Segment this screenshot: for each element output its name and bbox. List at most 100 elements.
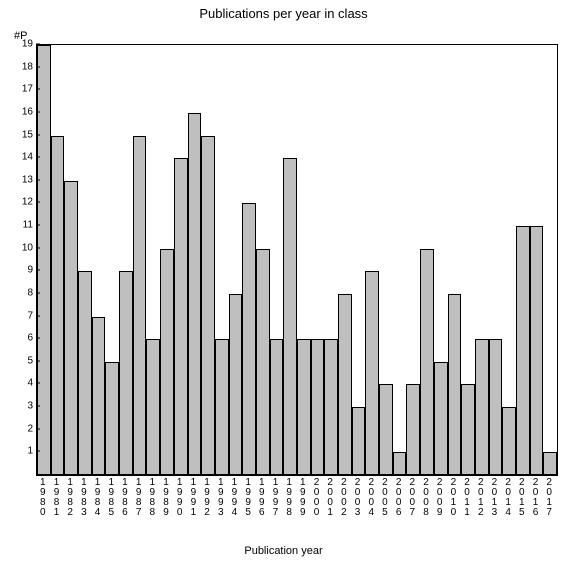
y-tick-mark	[36, 225, 40, 226]
x-tick-label: 2002	[338, 478, 349, 518]
y-tick-mark	[36, 157, 40, 158]
bar	[475, 339, 489, 475]
x-tick-label: 1994	[229, 478, 240, 518]
bar	[242, 203, 256, 475]
bar	[489, 339, 503, 475]
bar	[201, 136, 215, 475]
x-tick-label: 1991	[188, 478, 199, 518]
bar	[119, 271, 133, 475]
x-tick-label: 1992	[202, 478, 213, 518]
y-tick-label: 13	[13, 174, 33, 185]
x-tick-label: 1993	[215, 478, 226, 518]
bar	[448, 294, 462, 475]
bar	[229, 294, 243, 475]
x-tick-label: 2016	[530, 478, 541, 518]
x-tick-label: 2011	[462, 478, 473, 518]
bar	[297, 339, 311, 475]
x-tick-label: 1980	[37, 478, 48, 518]
y-tick-mark	[36, 451, 40, 452]
y-tick-label: 4	[13, 378, 33, 389]
y-tick-label: 5	[13, 355, 33, 366]
y-tick-label: 8	[13, 287, 33, 298]
x-tick-label: 2017	[544, 478, 555, 518]
x-tick-label: 1999	[297, 478, 308, 518]
y-tick-mark	[36, 111, 40, 112]
x-tick-label: 2004	[366, 478, 377, 518]
y-tick-label: 2	[13, 423, 33, 434]
plot-area	[36, 44, 558, 476]
x-tick-label: 1988	[147, 478, 158, 518]
x-tick-label: 2005	[379, 478, 390, 518]
x-tick-label: 1997	[270, 478, 281, 518]
bar	[78, 271, 92, 475]
y-tick-label: 3	[13, 401, 33, 412]
bar	[406, 384, 420, 475]
bar	[283, 158, 297, 475]
y-tick-label: 11	[13, 220, 33, 231]
x-tick-label: 1996	[256, 478, 267, 518]
y-tick-label: 10	[13, 242, 33, 253]
x-tick-label: 1986	[119, 478, 130, 518]
bar	[393, 452, 407, 475]
bar	[461, 384, 475, 475]
bar	[51, 136, 65, 475]
y-tick-mark	[36, 202, 40, 203]
y-tick-mark	[36, 338, 40, 339]
bar	[133, 136, 147, 475]
bar	[146, 339, 160, 475]
y-tick-label: 16	[13, 106, 33, 117]
y-tick-mark	[36, 360, 40, 361]
y-tick-label: 17	[13, 84, 33, 95]
y-tick-mark	[36, 315, 40, 316]
x-tick-label: 2015	[516, 478, 527, 518]
bar	[352, 407, 366, 475]
y-tick-mark	[36, 247, 40, 248]
x-tick-label: 2006	[393, 478, 404, 518]
y-tick-mark	[36, 383, 40, 384]
bar	[256, 249, 270, 475]
x-tick-label: 1984	[92, 478, 103, 518]
y-tick-mark	[36, 134, 40, 135]
bar	[92, 317, 106, 475]
x-tick-label: 1981	[51, 478, 62, 518]
x-tick-label: 1987	[133, 478, 144, 518]
x-tick-label: 2003	[352, 478, 363, 518]
y-tick-label: 14	[13, 152, 33, 163]
x-tick-label: 1985	[106, 478, 117, 518]
bar	[543, 452, 557, 475]
y-tick-mark	[36, 66, 40, 67]
x-tick-label: 2009	[434, 478, 445, 518]
bar	[64, 181, 78, 475]
bar	[324, 339, 338, 475]
x-tick-label: 1983	[78, 478, 89, 518]
x-tick-label: 1990	[174, 478, 185, 518]
x-tick-label: 2007	[407, 478, 418, 518]
bar	[530, 226, 544, 475]
bar	[174, 158, 188, 475]
y-tick-label: 18	[13, 61, 33, 72]
bar	[338, 294, 352, 475]
y-tick-label: 6	[13, 333, 33, 344]
x-axis-label: Publication year	[0, 545, 567, 557]
y-tick-mark	[36, 179, 40, 180]
y-tick-mark	[36, 406, 40, 407]
bar	[516, 226, 530, 475]
bar	[365, 271, 379, 475]
bar	[160, 249, 174, 475]
y-tick-mark	[36, 44, 40, 45]
x-tick-label: 1995	[243, 478, 254, 518]
bar	[379, 384, 393, 475]
bar	[434, 362, 448, 475]
bar	[502, 407, 516, 475]
y-tick-label: 12	[13, 197, 33, 208]
bar	[37, 45, 51, 475]
chart-title: Publications per year in class	[0, 6, 567, 21]
y-tick-label: 9	[13, 265, 33, 276]
x-tick-label: 2014	[503, 478, 514, 518]
bar	[270, 339, 284, 475]
x-tick-label: 2010	[448, 478, 459, 518]
bar	[311, 339, 325, 475]
y-tick-mark	[36, 89, 40, 90]
y-tick-label: 15	[13, 129, 33, 140]
x-tick-label: 2000	[311, 478, 322, 518]
